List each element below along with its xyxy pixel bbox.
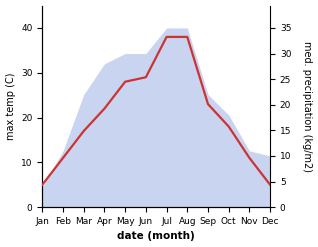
Y-axis label: max temp (C): max temp (C) — [5, 73, 16, 140]
X-axis label: date (month): date (month) — [117, 231, 195, 242]
Y-axis label: med. precipitation (kg/m2): med. precipitation (kg/m2) — [302, 41, 313, 172]
